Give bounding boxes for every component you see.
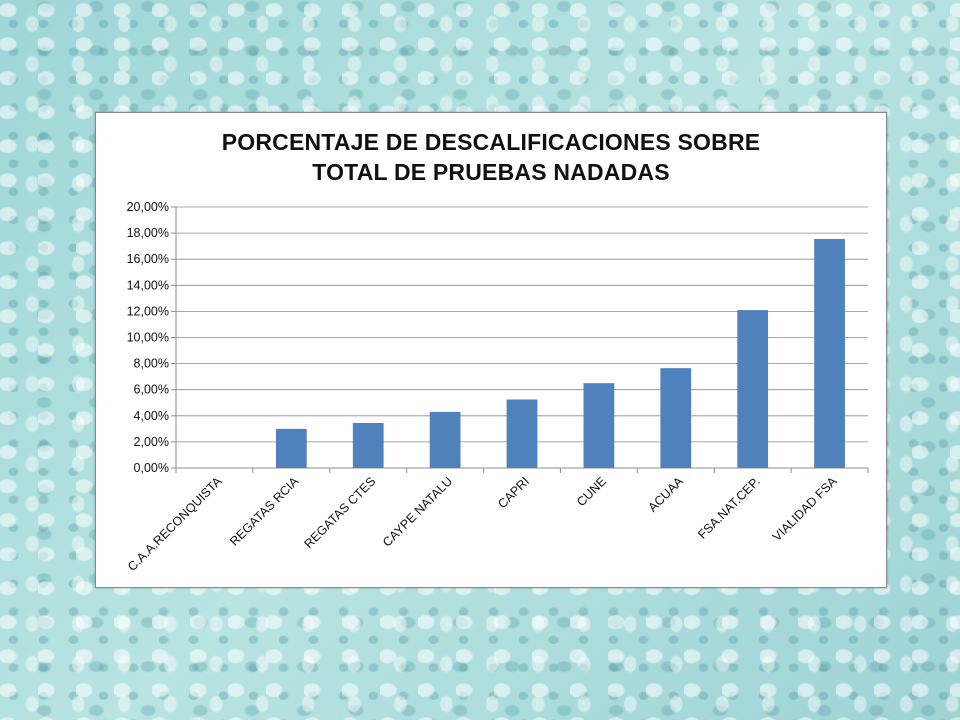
y-tick-label: 4,00% xyxy=(134,409,169,423)
y-tick-label: 16,00% xyxy=(127,252,169,266)
y-tick-label: 6,00% xyxy=(134,383,169,397)
bar xyxy=(352,422,384,468)
bar xyxy=(660,368,692,468)
chart-title: PORCENTAJE DE DESCALIFICACIONES SOBRE TO… xyxy=(96,127,886,187)
x-tick-label: FSA.NAT.CEP. xyxy=(695,474,763,542)
bar xyxy=(506,399,538,468)
x-tick-label: REGATAS RCIA xyxy=(227,474,302,549)
x-tick-label: ACUAA xyxy=(646,474,687,515)
chart-title-line-2: TOTAL DE PRUEBAS NADADAS xyxy=(312,159,670,185)
bar xyxy=(429,411,461,468)
x-tick-label: CAPRI xyxy=(495,474,532,511)
chart-panel: PORCENTAJE DE DESCALIFICACIONES SOBRE TO… xyxy=(95,112,887,588)
x-tick-label: CAYPE NATALU xyxy=(380,474,455,549)
y-tick-label: 18,00% xyxy=(127,226,169,240)
bar xyxy=(814,238,845,468)
y-tick-label: 0,00% xyxy=(134,461,169,475)
bar xyxy=(275,428,307,468)
bar-chart: 0,00% 2,00% 4,00% 6,00% 8,00% 10,00% 12,00% 14,… xyxy=(125,200,869,574)
y-tick-label: 10,00% xyxy=(127,331,169,345)
x-tick-label: VIALIDAD FSA xyxy=(770,474,840,544)
y-tick-label: 20,00% xyxy=(127,200,169,214)
x-tick-label: C.A.A.RECONQUISTA xyxy=(125,474,225,574)
y-tick-label: 14,00% xyxy=(127,278,169,292)
x-tick-label: REGATAS CTES xyxy=(301,474,378,551)
x-tick-label: CUNE xyxy=(574,474,609,509)
bar xyxy=(583,383,615,468)
y-tick-label: 2,00% xyxy=(134,435,169,449)
y-tick-label: 12,00% xyxy=(127,304,169,318)
y-tick-label: 8,00% xyxy=(134,357,169,371)
bar xyxy=(737,310,769,468)
chart-title-line-1: PORCENTAJE DE DESCALIFICACIONES SOBRE xyxy=(221,129,761,155)
